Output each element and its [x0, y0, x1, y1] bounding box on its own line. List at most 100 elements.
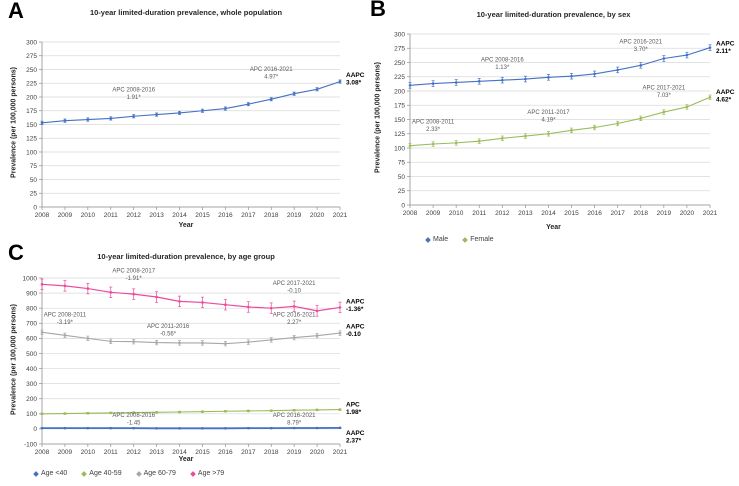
y-tick-label: 250 — [394, 60, 405, 67]
legend-item-age-40-59: Age 40-59 — [81, 470, 122, 477]
chart-a-x-axis-title: Year — [178, 222, 194, 229]
y-tick-label: 250 — [26, 67, 37, 74]
x-tick-label: 2009 — [58, 212, 73, 219]
panel-a: A 10-year limited-duration prevalence, w… — [6, 0, 366, 242]
series-age-79 — [40, 278, 342, 317]
y-tick-label: 1000 — [23, 275, 38, 282]
x-tick-label: 2008 — [35, 449, 50, 456]
legend-marker-icon — [425, 236, 431, 243]
y-tick-label: 50 — [30, 177, 38, 184]
series-age-60-79 — [40, 329, 342, 347]
legend-label: Age >79 — [197, 470, 225, 477]
y-tick-label: 0 — [33, 204, 37, 211]
y-tick-label: 275 — [26, 53, 37, 60]
chart-b-x-axis-title: Year — [546, 224, 561, 231]
y-tick-label: 175 — [394, 103, 405, 110]
y-axis: 0 25 50 75 100 125 150 175 200 225 250 275 300 — [394, 31, 411, 209]
y-tick-label: 75 — [398, 160, 406, 167]
chart-c-title: 10-year limited-duration prevalence, by … — [97, 252, 275, 261]
y-tick-label: 200 — [394, 88, 405, 95]
series-male — [408, 44, 712, 89]
x-tick-label: 2011 — [104, 212, 118, 219]
aapc-label: AAPC 4.62* — [716, 89, 735, 104]
apc-annotation: APC 2011-2017 4.19* — [527, 110, 570, 124]
y-tick-label: -100 — [24, 441, 37, 448]
legend-item-female: Female — [462, 236, 494, 243]
apc-annotation: APC 2008-2016 -1.45 — [112, 413, 155, 427]
x-tick-label: 2021 — [333, 449, 348, 456]
y-tick-label: 700 — [26, 321, 37, 328]
chart-b-title: 10-year limited-duration prevalence, by … — [476, 10, 631, 19]
x-axis: 2008 2009 2010 2011 2012 2013 2014 2015 2016 2017… — [35, 443, 348, 456]
x-tick-label: 2010 — [81, 449, 96, 456]
series-female — [408, 94, 712, 149]
x-tick-label: 2017 — [610, 210, 625, 217]
y-tick-label: 300 — [394, 31, 405, 38]
x-tick-label: 2014 — [172, 449, 187, 456]
apc-annotation: APC 2011-2016 -0.56* — [147, 324, 190, 338]
y-tick-label: 100 — [26, 411, 37, 418]
x-tick-label: 2015 — [195, 212, 210, 219]
apc-annotation: APC 2008-2011 2.33* — [412, 119, 455, 132]
series-age-40-59 — [40, 408, 342, 416]
gridlines — [42, 277, 340, 445]
x-tick-label: 2016 — [587, 210, 602, 217]
y-tick-label: 125 — [394, 131, 405, 138]
y-tick-label: 150 — [26, 122, 37, 129]
y-tick-label: 50 — [398, 174, 406, 181]
legend-label: Female — [470, 236, 494, 243]
y-tick-label: 100 — [394, 145, 405, 152]
legend-label: Age <40 — [41, 470, 68, 477]
y-tick-label: 25 — [30, 191, 38, 198]
y-axis: 0 25 50 75 100 125 150 175 200 225 250 275 300 — [26, 39, 43, 211]
legend-b: Male Female — [425, 236, 494, 243]
x-tick-label: 2010 — [449, 210, 464, 217]
gridlines — [410, 33, 710, 206]
x-tick-label: 2013 — [518, 210, 533, 217]
annotations: APC 2008-2016 1.91* APC 2016-2021 4.97* — [112, 67, 293, 101]
apc-annotation: APC 2016-2021 2.27* — [273, 312, 316, 326]
x-tick-label: 2017 — [241, 212, 256, 219]
y-tick-label: 100 — [26, 149, 37, 156]
legend-item-male: Male — [425, 236, 449, 243]
x-tick-label: 2018 — [264, 449, 279, 456]
apc-annotation: APC 2016-2021 3.70* — [619, 40, 662, 54]
right-labels: AAPC 2.11* AAPC 4.62* — [716, 40, 735, 103]
legend-item-age-40: Age <40 — [33, 470, 68, 477]
aapc-label: AAPC 2.11* — [716, 40, 735, 55]
x-tick-label: 2013 — [149, 449, 164, 456]
panel-c: C 10-year limited-duration prevalence, b… — [6, 240, 366, 486]
x-tick-label: 2012 — [126, 212, 141, 219]
y-tick-label: 800 — [26, 305, 37, 312]
x-tick-label: 2021 — [703, 210, 718, 217]
y-tick-label: 175 — [26, 108, 37, 115]
aapc-label: AAPC -1.36* — [346, 299, 365, 314]
y-tick-label: 75 — [30, 163, 38, 170]
y-tick-label: 150 — [394, 117, 405, 124]
x-tick-label: 2015 — [564, 210, 579, 217]
y-tick-label: 275 — [394, 46, 405, 53]
x-tick-label: 2021 — [333, 212, 348, 219]
legend-marker-icon — [33, 470, 39, 477]
y-tick-label: 225 — [26, 81, 37, 88]
aapc-label: APC 1.98* — [346, 401, 362, 416]
legend-marker-icon — [135, 470, 142, 477]
x-tick-label: 2011 — [472, 210, 486, 217]
chart-a-title: 10-year limited-duration prevalence, who… — [89, 8, 283, 17]
apc-annotation: APC 2008-2016 1.13* — [481, 57, 524, 71]
x-tick-label: 2014 — [541, 210, 556, 217]
y-tick-label: 900 — [26, 290, 37, 297]
y-tick-label: 300 — [26, 39, 37, 46]
legend-label: Male — [433, 236, 449, 243]
y-tick-label: 0 — [401, 202, 405, 209]
legend-marker-icon — [81, 470, 88, 477]
legend-item-age-79: Age >79 — [190, 470, 225, 477]
x-tick-label: 2020 — [680, 210, 695, 217]
panel-b-letter: B — [370, 0, 386, 21]
series-whole-population — [40, 79, 342, 125]
y-tick-label: 125 — [26, 136, 37, 143]
aapc-label: AAPC 2.37* — [346, 430, 365, 445]
legend-marker-icon — [462, 236, 469, 243]
legend-marker-icon — [190, 470, 196, 477]
